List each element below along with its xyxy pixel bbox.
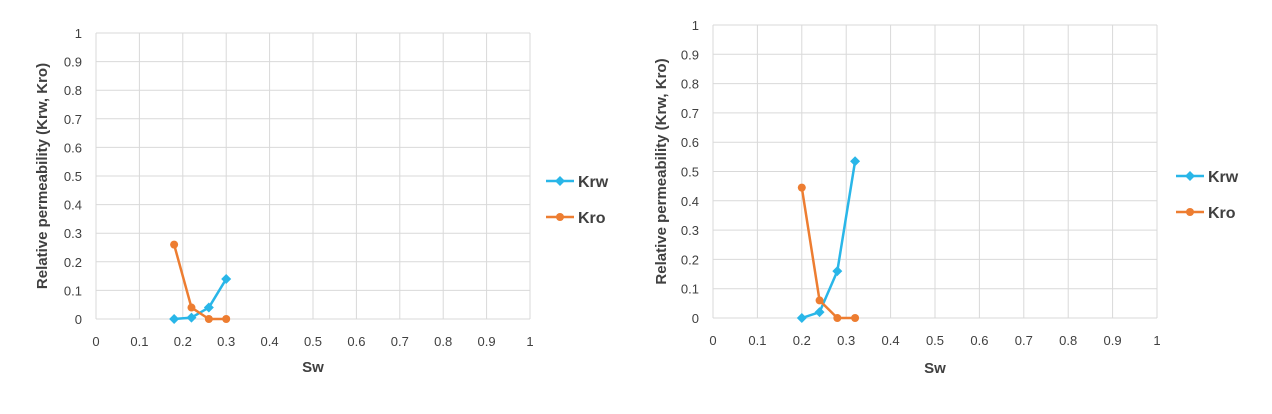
y-tick-label: 0.3	[681, 223, 699, 238]
legend-marker-kro	[556, 213, 564, 221]
x-tick-label: 1	[1153, 333, 1160, 348]
legend-label-kro: Kro	[1208, 205, 1236, 222]
series-line-kro	[800, 187, 856, 320]
x-tick-label: 0.9	[1104, 333, 1122, 348]
x-tick-label: 0.3	[837, 333, 855, 348]
data-point-kro	[851, 314, 860, 322]
data-point-krw	[796, 313, 807, 323]
data-point-krw	[186, 312, 197, 323]
y-axis-title: Relative permeability (Krw, Kro)	[34, 63, 51, 289]
legend-item-krw: Krw	[1176, 169, 1239, 186]
data-point-krw	[169, 314, 180, 324]
x-tick-label: 1	[526, 334, 533, 349]
chart-1: 0 0.1 0.2 0.3 0.4 0.5 0.6 0.7 0.8 0.9 1 0 0.1 0.2 0.3 0…	[34, 26, 609, 376]
legend-label-kro: Kro	[578, 210, 606, 227]
y-tick-label: 0.9	[64, 55, 82, 70]
data-point-kro	[170, 240, 179, 249]
y-tick-label: 0.1	[681, 282, 699, 297]
legend-item-kro: Kro	[1176, 205, 1236, 222]
legend-item-kro: Kro	[546, 210, 606, 227]
y-tick-label: 0.1	[64, 283, 82, 298]
y-tick-label: 0	[692, 311, 699, 326]
legend-marker-krw	[1185, 171, 1195, 181]
x-tick-label: 0.5	[304, 334, 322, 349]
data-point-krw	[221, 273, 232, 284]
y-tick-label: 0.5	[64, 169, 82, 184]
data-point-kro	[222, 315, 231, 323]
x-axis-title: Sw	[302, 359, 324, 376]
data-point-krw	[203, 302, 214, 313]
x-tick-label: 0.9	[478, 334, 496, 349]
data-point-kro	[204, 315, 213, 323]
x-tick-label: 0.7	[391, 334, 409, 349]
y-tick-label: 0.2	[64, 255, 82, 270]
x-tick-label: 0.5	[926, 333, 944, 348]
legend-marker-krw	[555, 176, 565, 186]
x-tick-label: 0.2	[174, 334, 192, 349]
x-tick-label: 0.6	[347, 334, 365, 349]
x-tick-label: 0.7	[1015, 333, 1033, 348]
x-tick-label: 0	[709, 333, 716, 348]
y-tick-label: 0.2	[681, 252, 699, 267]
series-line-kro	[172, 244, 227, 321]
legend-label-krw: Krw	[578, 174, 609, 191]
y-tick-label: 0.5	[681, 165, 699, 180]
data-point-kro	[833, 314, 842, 322]
y-tick-label: 0.9	[681, 47, 699, 62]
y-tick-label: 0.7	[64, 112, 82, 127]
y-tick-label: 0.3	[64, 226, 82, 241]
data-point-kro	[187, 303, 196, 312]
x-tick-label: 0.2	[793, 333, 811, 348]
data-point-krw	[850, 156, 861, 167]
data-point-kro	[815, 296, 824, 305]
y-tick-label: 0.8	[64, 83, 82, 98]
x-tick-label: 0.1	[130, 334, 148, 349]
chart-2: 0 0.1 0.2 0.3 0.4 0.5 0.6 0.7 0.8 0.9 1 0 0.1 0.2 0.3 0…	[653, 18, 1239, 377]
x-tick-label: 0.3	[217, 334, 235, 349]
series-line-krw	[801, 161, 857, 320]
x-tick-label: 0.4	[882, 333, 900, 348]
y-tick-label: 0	[75, 312, 82, 327]
data-point-kro	[797, 183, 806, 192]
y-axis-title: Relative permeability (Krw, Kro)	[653, 58, 670, 284]
legend-item-krw: Krw	[546, 174, 609, 191]
y-tick-label: 1	[75, 26, 82, 41]
x-tick-label: 0	[92, 334, 99, 349]
x-tick-label: 0.8	[1059, 333, 1077, 348]
legend-label-krw: Krw	[1208, 169, 1239, 186]
y-tick-label: 1	[692, 18, 699, 33]
data-point-krw	[814, 307, 825, 318]
data-point-krw	[832, 266, 843, 277]
y-tick-label: 0.4	[64, 198, 82, 213]
x-tick-label: 0.6	[970, 333, 988, 348]
y-tick-label: 0.4	[681, 194, 699, 209]
x-tick-label: 0.1	[748, 333, 766, 348]
y-tick-label: 0.7	[681, 106, 699, 121]
x-tick-label: 0.4	[261, 334, 279, 349]
x-tick-label: 0.8	[434, 334, 452, 349]
y-tick-label: 0.6	[681, 135, 699, 150]
x-axis-title: Sw	[924, 360, 946, 377]
legend-marker-kro	[1186, 208, 1194, 216]
y-tick-label: 0.8	[681, 77, 699, 92]
y-tick-label: 0.6	[64, 140, 82, 155]
